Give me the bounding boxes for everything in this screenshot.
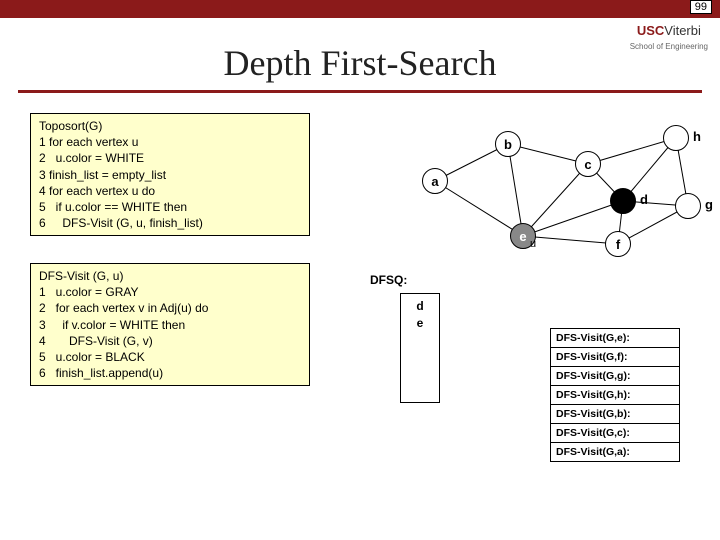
dfsq-box: de — [400, 293, 440, 403]
logo: USCViterbi School of Engineering — [630, 22, 708, 51]
graph: abcdefgh — [400, 113, 700, 273]
logo-brand: USC — [637, 23, 664, 38]
stack-frame: DFS-Visit(G,c): — [550, 423, 680, 443]
graph-edges — [400, 113, 700, 273]
page-title: Depth First-Search — [0, 42, 720, 84]
node-label-d: d — [640, 192, 648, 207]
code-toposort: Toposort(G) 1 for each vertex u 2 u.colo… — [30, 113, 310, 236]
call-stack: DFS-Visit(G,e):DFS-Visit(G,f):DFS-Visit(… — [550, 328, 680, 461]
dfsq-label: DFSQ: — [370, 273, 407, 287]
stack-frame: DFS-Visit(G,h): — [550, 385, 680, 405]
node-f: f — [605, 231, 631, 257]
stack-frame: DFS-Visit(G,a): — [550, 442, 680, 462]
u-marker: u — [530, 238, 536, 250]
content-area: Toposort(G) 1 for each vertex u 2 u.colo… — [0, 93, 720, 513]
node-c: c — [575, 151, 601, 177]
logo-school: Viterbi — [664, 23, 701, 38]
dfsq-item: e — [401, 315, 439, 332]
stack-frame: DFS-Visit(G,g): — [550, 366, 680, 386]
node-g — [675, 193, 701, 219]
code-dfsvisit: DFS-Visit (G, u) 1 u.color = GRAY 2 for … — [30, 263, 310, 386]
node-b: b — [495, 131, 521, 157]
node-label-h: h — [693, 129, 701, 144]
node-a: a — [422, 168, 448, 194]
stack-frame: DFS-Visit(G,f): — [550, 347, 680, 367]
node-d — [610, 188, 636, 214]
dfsq-item: d — [401, 298, 439, 315]
logo-subtitle: School of Engineering — [630, 42, 708, 51]
header-bar: 99 — [0, 0, 720, 18]
page-number: 99 — [690, 0, 712, 14]
node-h — [663, 125, 689, 151]
stack-frame: DFS-Visit(G,e): — [550, 328, 680, 348]
node-label-g: g — [705, 197, 713, 212]
stack-frame: DFS-Visit(G,b): — [550, 404, 680, 424]
